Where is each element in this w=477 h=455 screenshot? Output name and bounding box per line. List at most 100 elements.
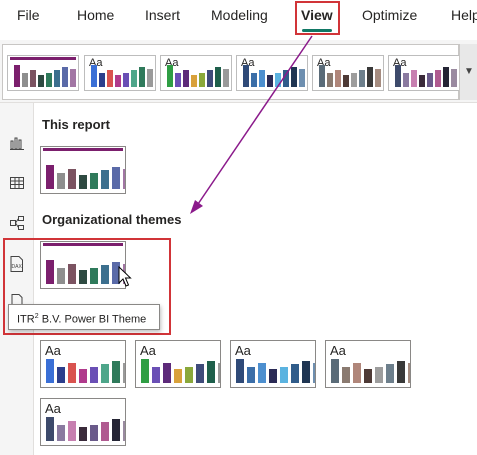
theme-color-swatches — [46, 417, 125, 441]
theme-color-swatch — [327, 73, 333, 87]
dax-query-icon[interactable]: DAX — [8, 255, 26, 273]
theme-color-swatch — [54, 70, 60, 87]
theme-color-swatches — [331, 359, 410, 383]
view-highlight-box — [295, 1, 340, 35]
theme-color-swatch — [343, 75, 349, 87]
theme-color-swatch — [247, 367, 255, 383]
theme-color-swatch — [79, 270, 87, 284]
theme-color-swatch — [90, 268, 98, 284]
menu-bar: File Home Insert Modeling View Optimize … — [0, 0, 477, 32]
theme-color-swatch — [68, 421, 76, 441]
theme-color-swatch — [57, 367, 65, 383]
theme-color-swatch — [283, 70, 289, 87]
theme-font-sample: Aa — [235, 343, 251, 358]
theme-color-swatch — [30, 70, 36, 87]
theme-color-swatches — [243, 65, 305, 87]
table-view-icon[interactable] — [8, 175, 26, 193]
theme-accent-bar — [43, 148, 123, 151]
ribbon-theme-6[interactable]: Aa — [388, 55, 460, 91]
theme-color-swatch — [46, 73, 52, 87]
theme-color-swatch — [46, 165, 54, 189]
ribbon-theme-4[interactable]: Aa — [236, 55, 308, 91]
menu-insert[interactable]: Insert — [145, 7, 181, 23]
theme-color-swatch — [375, 69, 381, 87]
ribbon-theme-1[interactable] — [7, 55, 79, 91]
theme-font-sample: Aa — [140, 343, 156, 358]
theme-color-swatches — [167, 65, 229, 87]
theme-color-swatch — [79, 175, 87, 189]
theme-color-swatch — [14, 65, 20, 87]
theme-color-swatch — [107, 70, 113, 87]
ribbon-theme-2[interactable]: Aa — [84, 55, 156, 91]
org-theme-itr2[interactable] — [40, 241, 126, 289]
theme-color-swatch — [451, 69, 457, 87]
built-in-theme-5[interactable]: Aa — [40, 398, 126, 446]
theme-color-swatch — [57, 425, 65, 441]
theme-color-swatch — [123, 421, 125, 441]
org-themes-heading: Organizational themes — [42, 212, 182, 227]
built-in-theme-4[interactable]: Aa — [325, 340, 411, 388]
theme-color-swatch — [57, 173, 65, 189]
theme-color-swatch — [269, 369, 277, 383]
theme-color-swatch — [302, 361, 310, 383]
theme-color-swatch — [46, 359, 54, 383]
dax-label: DAX — [12, 264, 23, 270]
built-in-theme-3[interactable]: Aa — [230, 340, 316, 388]
theme-font-sample: Aa — [45, 401, 61, 416]
menu-view[interactable]: View — [301, 7, 333, 23]
theme-color-swatch — [443, 67, 449, 87]
theme-color-swatch — [275, 73, 281, 87]
built-in-theme-2[interactable]: Aa — [135, 340, 221, 388]
theme-color-swatch — [313, 363, 315, 383]
theme-color-swatch — [267, 75, 273, 87]
theme-color-swatch — [185, 367, 193, 383]
menu-file[interactable]: File — [17, 7, 40, 23]
this-report-theme[interactable] — [40, 146, 126, 194]
theme-color-swatch — [123, 73, 129, 87]
ribbon-theme-5[interactable]: Aa — [312, 55, 384, 91]
gallery-expand-button[interactable]: ▼ — [459, 44, 477, 100]
theme-color-swatch — [112, 361, 120, 383]
ribbon-theme-3[interactable]: Aa — [160, 55, 232, 91]
model-view-icon[interactable] — [8, 215, 26, 233]
menu-help[interactable]: Help — [451, 7, 477, 23]
theme-color-swatch — [99, 73, 105, 87]
theme-accent-bar — [43, 243, 123, 246]
theme-color-swatch — [112, 262, 120, 284]
built-in-theme-1[interactable]: Aa — [40, 340, 126, 388]
theme-color-swatches — [91, 65, 153, 87]
theme-color-swatch — [46, 260, 54, 284]
menu-optimize[interactable]: Optimize — [362, 7, 418, 23]
theme-color-swatch — [236, 359, 244, 383]
menu-home[interactable]: Home — [77, 7, 115, 23]
theme-color-swatch — [123, 363, 125, 383]
this-report-heading: This report — [42, 117, 110, 132]
chevron-down-icon: ▼ — [464, 66, 474, 77]
theme-color-swatch — [101, 364, 109, 383]
theme-color-swatch — [101, 170, 109, 189]
theme-color-swatches — [319, 65, 381, 87]
theme-color-swatch — [427, 73, 433, 87]
theme-color-swatch — [199, 73, 205, 87]
theme-color-swatch — [68, 169, 76, 189]
org-theme-highlight-box — [3, 238, 171, 335]
theme-color-swatch — [90, 367, 98, 383]
theme-color-swatch — [364, 369, 372, 383]
theme-color-swatch — [258, 363, 266, 383]
theme-color-swatch — [435, 70, 441, 87]
theme-color-swatch — [351, 73, 357, 87]
theme-color-swatch — [280, 367, 288, 383]
theme-color-swatch — [91, 65, 97, 87]
theme-color-swatch — [207, 70, 213, 87]
theme-color-swatches — [46, 165, 125, 189]
theme-color-swatch — [123, 169, 125, 189]
active-tab-indicator — [302, 29, 332, 32]
theme-color-swatch — [291, 67, 297, 87]
theme-color-swatch — [331, 359, 339, 383]
menu-modeling[interactable]: Modeling — [211, 7, 268, 23]
theme-color-swatch — [419, 75, 425, 87]
theme-color-swatch — [386, 364, 394, 383]
theme-color-swatch — [196, 364, 204, 383]
report-view-icon[interactable] — [8, 135, 26, 153]
theme-color-swatch — [335, 70, 341, 87]
